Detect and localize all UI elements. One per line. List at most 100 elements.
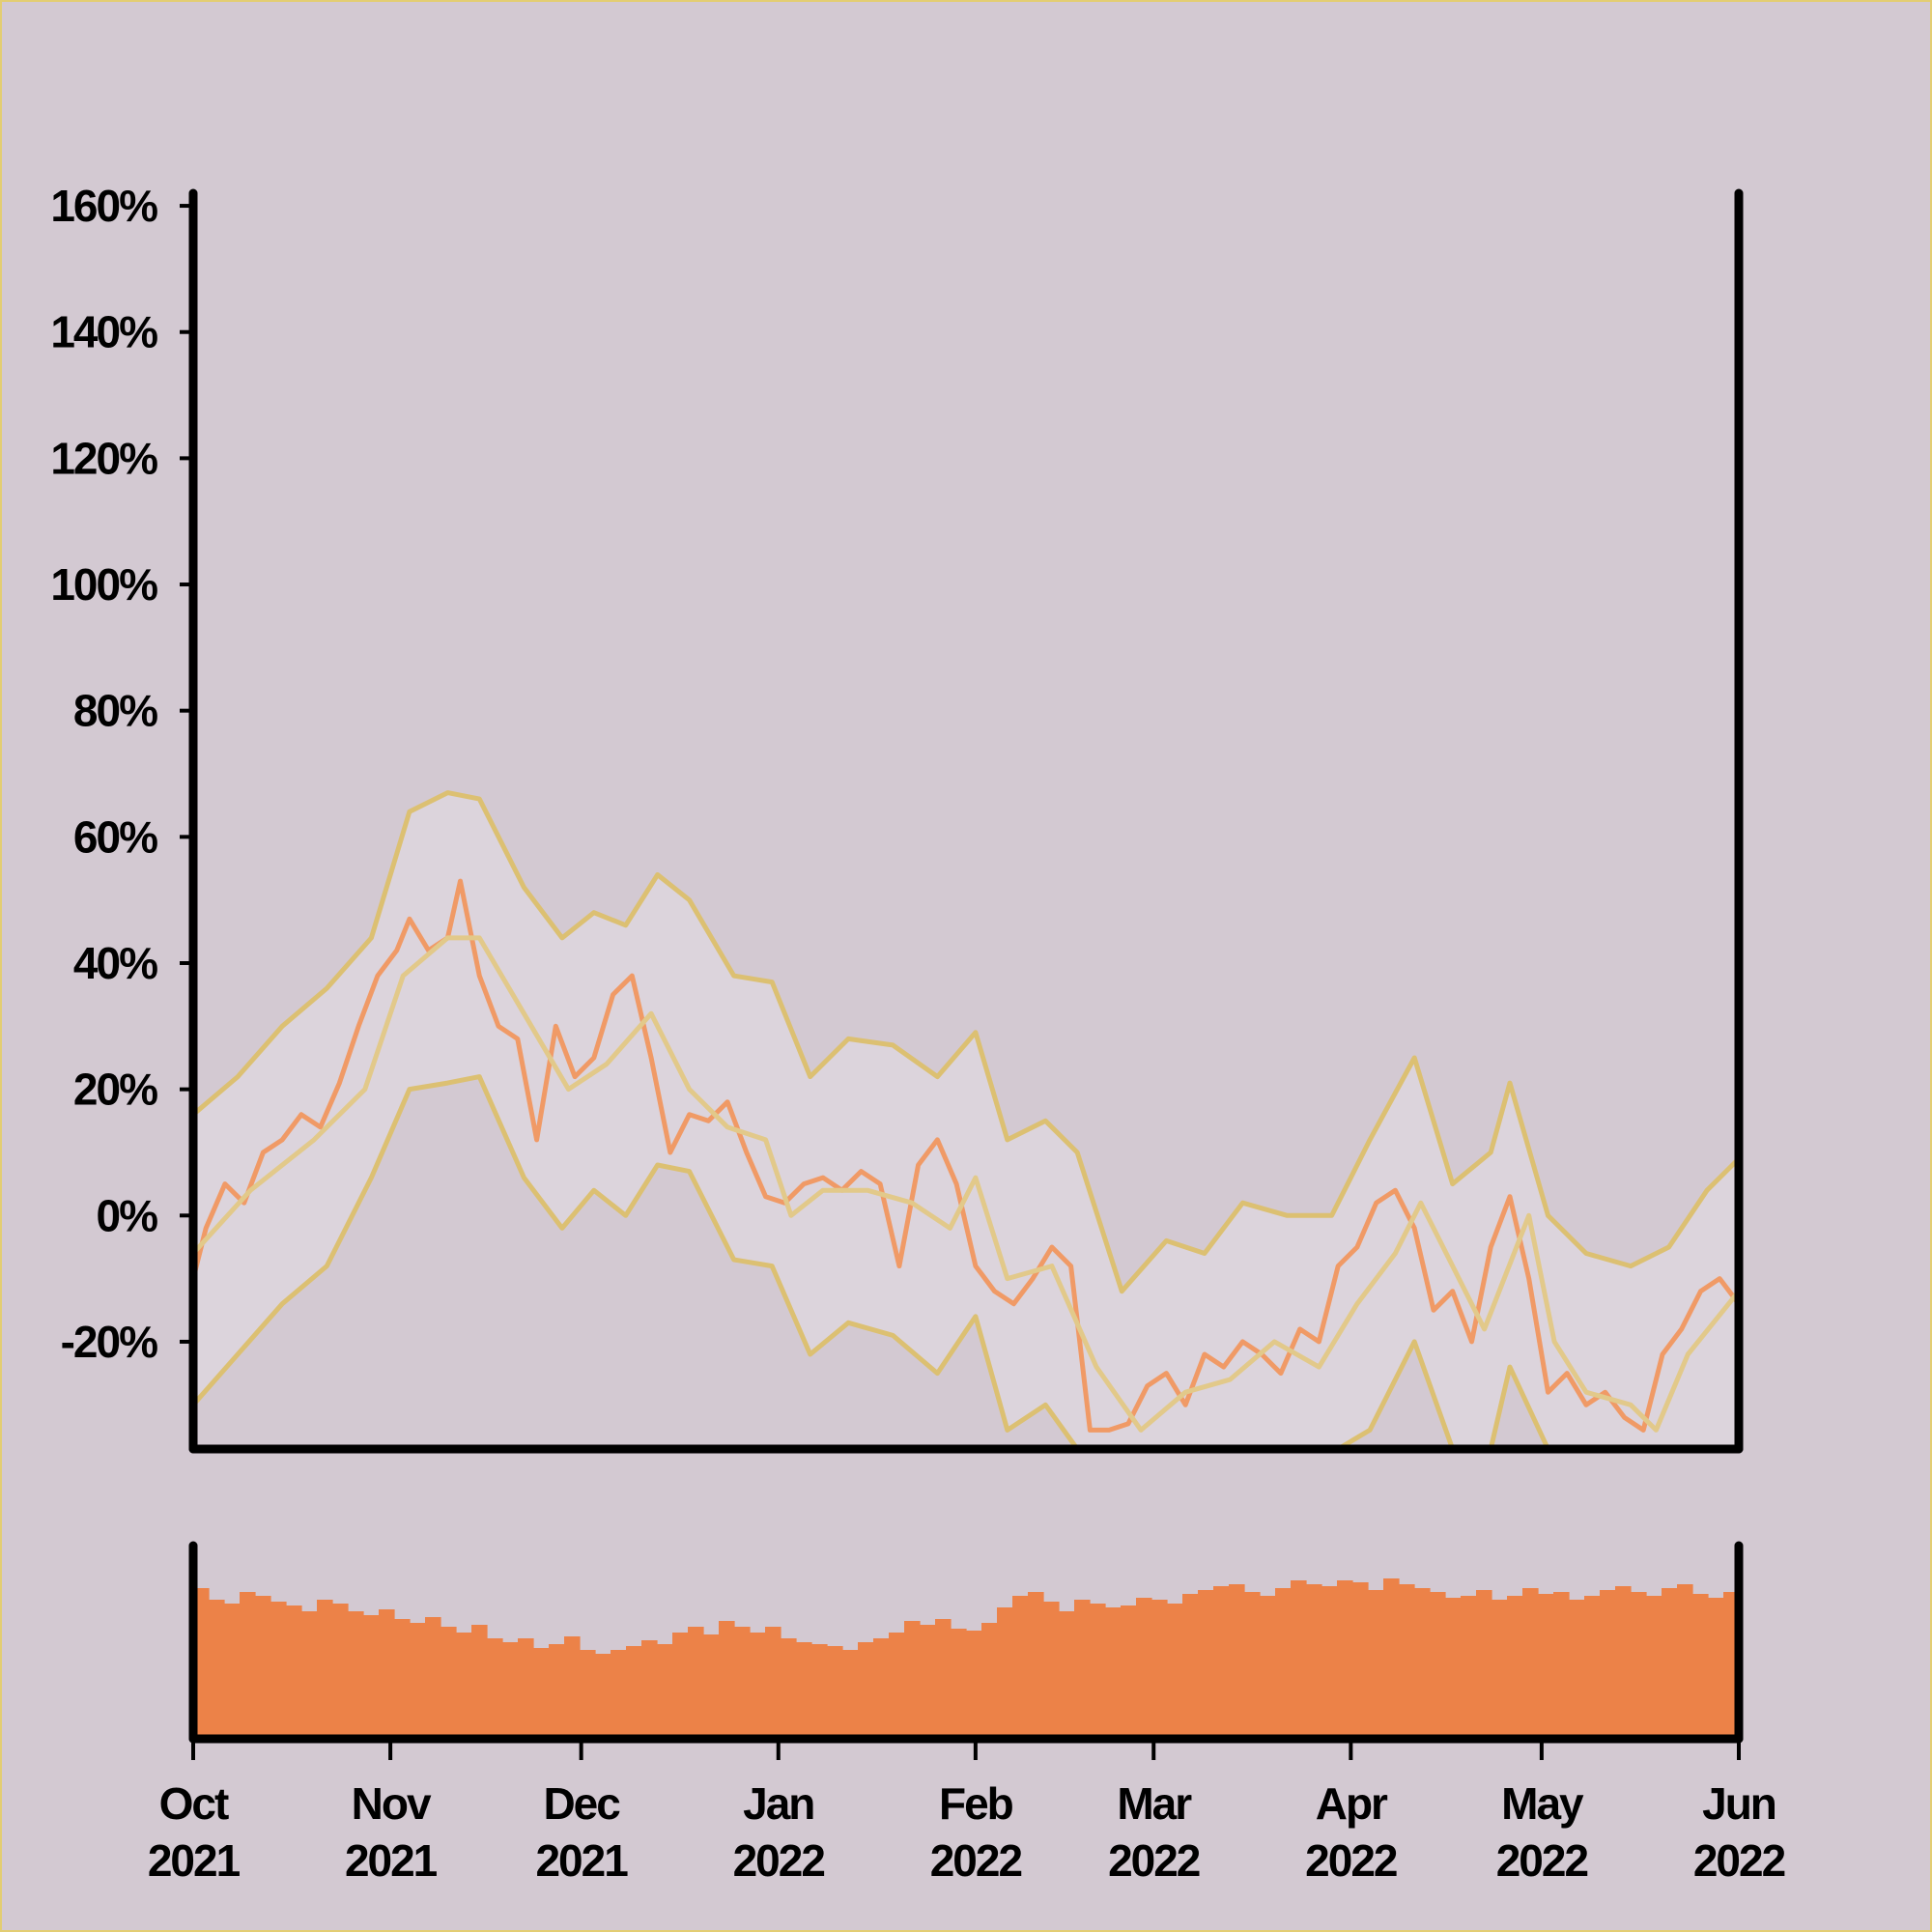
volume-bar (703, 1634, 720, 1739)
volume-bar (317, 1600, 333, 1739)
volume-bar (1105, 1607, 1122, 1739)
volume-bar (363, 1615, 380, 1739)
volume-bar (1291, 1580, 1307, 1739)
volume-bar (1136, 1598, 1152, 1739)
volume-bar (240, 1592, 256, 1739)
volume-bar (765, 1627, 781, 1739)
volume-bar (348, 1611, 364, 1739)
volume-bar (410, 1623, 426, 1739)
x-tick-month: Apr (1316, 1778, 1388, 1829)
volume-bar (1167, 1604, 1183, 1739)
volume-bar (641, 1640, 658, 1739)
volume-bar (1028, 1592, 1044, 1739)
volume-bar (904, 1621, 921, 1739)
volume-bar (425, 1617, 441, 1739)
volume-bar (858, 1642, 874, 1739)
volume-bar (1306, 1584, 1322, 1739)
volume-bar (1430, 1592, 1446, 1739)
volume-bar (873, 1638, 890, 1739)
volume-bar (1383, 1578, 1400, 1739)
volume-bar (1337, 1580, 1353, 1739)
volume-bar (1476, 1590, 1492, 1739)
volume-bar (1399, 1584, 1415, 1739)
band-fill (193, 792, 1739, 1449)
volume-bar (842, 1650, 859, 1739)
volume-bar (1615, 1586, 1632, 1739)
y-tick-label: 20% (73, 1065, 157, 1115)
volume-bar (750, 1633, 766, 1739)
volume-bar (657, 1644, 673, 1739)
x-tick-year: 2021 (535, 1835, 628, 1886)
volume-bar (394, 1619, 411, 1739)
volume-bar (688, 1627, 704, 1739)
volume-bar (1352, 1582, 1369, 1739)
x-tick-month: Oct (159, 1778, 229, 1829)
volume-bar (379, 1609, 395, 1739)
volume-bar (1121, 1605, 1137, 1739)
volume-bar (1631, 1592, 1647, 1739)
volume-bar (889, 1633, 905, 1739)
volume-bar (224, 1604, 241, 1739)
x-tick-year: 2022 (1108, 1835, 1200, 1886)
volume-bar (781, 1638, 797, 1739)
volume-bar (255, 1596, 271, 1739)
volume-bar (1677, 1584, 1693, 1739)
volume-bar (502, 1642, 519, 1739)
volume-bar (997, 1607, 1013, 1739)
volume-bar (935, 1619, 952, 1739)
volume-bar (966, 1631, 982, 1739)
x-tick-month: May (1501, 1778, 1584, 1829)
volume-bar (549, 1644, 565, 1739)
upper-band-line (191, 790, 1741, 1294)
volume-bar (533, 1648, 550, 1739)
volume-bar (1662, 1588, 1678, 1739)
x-tick-month: Jun (1702, 1778, 1776, 1829)
volume-bar (1553, 1592, 1570, 1739)
volume-bar (1074, 1600, 1091, 1739)
x-tick-year: 2022 (1496, 1835, 1588, 1886)
y-tick-label: 140% (50, 307, 157, 357)
volume-bar (981, 1623, 998, 1739)
volume-bar (595, 1654, 611, 1739)
y-tick-label: 80% (73, 686, 157, 736)
x-tick-year: 2021 (148, 1835, 241, 1886)
volume-bar (270, 1602, 287, 1739)
volume-bar (1708, 1598, 1724, 1739)
y-tick-label: 160% (50, 181, 157, 231)
volume-bar (1321, 1586, 1338, 1739)
volume-bar (611, 1650, 627, 1739)
x-tick-month: Dec (543, 1778, 620, 1829)
volume-bar (1522, 1588, 1539, 1739)
volume-bar (286, 1605, 302, 1739)
x-tick-year: 2022 (733, 1835, 825, 1886)
volume-bar (1090, 1604, 1106, 1739)
volume-bar (1414, 1588, 1431, 1739)
volume-bar (951, 1629, 967, 1739)
volume-bar (1260, 1596, 1276, 1739)
x-tick-month: Nov (352, 1778, 432, 1829)
volume-bar (1445, 1598, 1462, 1739)
volume-panel (188, 1541, 1744, 1744)
volume-bar (811, 1644, 828, 1739)
volume-bar (1461, 1596, 1477, 1739)
volume-bar (1569, 1600, 1585, 1739)
volume-bar (672, 1633, 689, 1739)
y-tick-label: 60% (73, 811, 157, 862)
volume-bar (1244, 1592, 1261, 1739)
volume-bar (564, 1636, 581, 1739)
x-tick-month: Feb (939, 1778, 1013, 1829)
x-tick-month: Mar (1117, 1778, 1192, 1829)
volume-bar (1198, 1590, 1214, 1739)
volume-bar (626, 1646, 642, 1739)
lower-band-line (191, 1074, 1739, 1452)
x-tick-year: 2021 (345, 1835, 438, 1886)
volume-bar (1059, 1611, 1075, 1739)
volume-bar (440, 1627, 457, 1739)
y-tick-label: 100% (50, 559, 157, 610)
volume-bar (1584, 1596, 1601, 1739)
volume-bar (518, 1638, 534, 1739)
volume-bar (1213, 1586, 1230, 1739)
volume-bar (1275, 1588, 1292, 1739)
volume-bar (1043, 1602, 1060, 1739)
